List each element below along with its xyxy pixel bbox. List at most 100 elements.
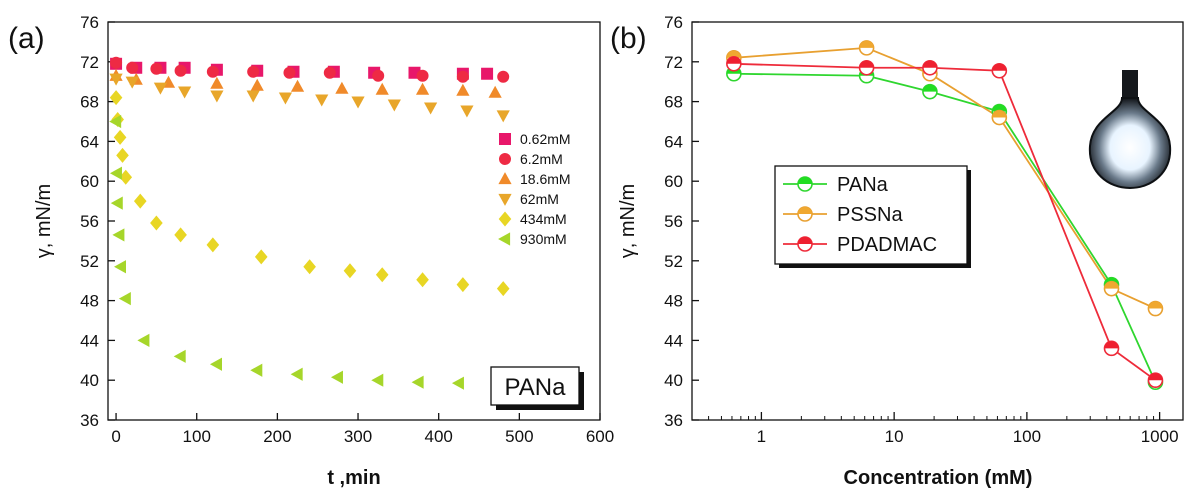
data-point: [112, 228, 125, 242]
data-point: [456, 83, 470, 96]
data-point: [109, 166, 122, 180]
x-tick-label: 300: [344, 427, 372, 446]
y-tick-label: 44: [80, 331, 99, 350]
data-point: [247, 65, 260, 78]
data-point: [424, 102, 438, 115]
data-point: [290, 79, 305, 92]
panel-b: (b) Concentration (mM) γ, mN/m 1 10 100 100…: [610, 13, 1184, 489]
data-point: [416, 69, 429, 82]
legend-label: PSSNa: [837, 204, 903, 226]
series-line: [733, 72, 1157, 383]
data-point: [110, 56, 123, 69]
panel-a-data-marks: [109, 56, 510, 390]
data-point: [375, 267, 389, 283]
data-point: [456, 277, 470, 293]
y-tick-label: 48: [664, 292, 683, 311]
y-tick-label: 72: [80, 53, 99, 72]
y-tick-label: 44: [664, 331, 683, 350]
data-point: [1103, 280, 1120, 297]
data-point: [137, 333, 150, 347]
y-tick-label: 76: [664, 13, 683, 32]
data-point: [114, 260, 127, 274]
x-tick-label: 0: [111, 427, 120, 446]
marker-fill: [798, 177, 812, 184]
panel-b-axis-ticks: 1 10 100 1000 36 40 44 48 52 56 60 64 68 72 76: [664, 13, 1178, 446]
data-point: [323, 66, 336, 79]
y-tick-label: 48: [80, 292, 99, 311]
data-point: [133, 193, 147, 209]
y-tick-label: 72: [664, 53, 683, 72]
y-tick-label: 40: [80, 371, 99, 390]
data-point: [858, 59, 875, 76]
data-point: [858, 40, 875, 56]
y-tick-label: 64: [80, 132, 99, 151]
data-point: [278, 92, 293, 105]
y-tick-label: 60: [80, 172, 99, 191]
x-tick-label: 600: [586, 427, 614, 446]
data-point: [283, 66, 296, 79]
panel-a-inset-frame: [490, 366, 580, 406]
data-point: [415, 82, 430, 95]
drop-body: [1088, 97, 1172, 190]
data-point: [254, 249, 268, 265]
data-point: [150, 62, 163, 75]
y-tick-label: 36: [80, 411, 99, 430]
y-tick-label: 52: [80, 252, 99, 271]
panel-a-inset-label-box: PANa: [490, 366, 584, 410]
data-point: [1147, 372, 1164, 389]
data-point: [153, 82, 168, 95]
y-tick-label: 68: [664, 93, 683, 112]
data-point: [315, 94, 329, 107]
data-point: [178, 86, 192, 99]
panel-a-axis-ticks: 0 100 200 300 400 500 600 36 40 44 48 52 56 60 64 68 72 7…: [80, 13, 614, 446]
data-point: [209, 357, 222, 371]
x-tick-label: 100: [183, 427, 211, 446]
drop-needle: [1122, 70, 1138, 104]
panel-b-data-marks: [726, 40, 1164, 390]
data-point: [210, 76, 224, 89]
data-point: [110, 196, 123, 210]
marker-fill: [859, 40, 874, 48]
panel-b-legend: PANa PSSNa PDADMAC: [774, 165, 971, 268]
data-point: [174, 227, 187, 243]
data-point: [250, 363, 263, 377]
legend-marker: [498, 172, 512, 185]
legend-label: 434mM: [520, 211, 567, 227]
panel-a-xlabel: t ,min: [327, 467, 380, 489]
data-point: [206, 65, 219, 78]
panel-a-label: (a): [8, 22, 45, 55]
legend-label: 0.62mM: [520, 131, 571, 147]
data-point: [118, 292, 131, 306]
data-point: [109, 90, 123, 106]
legend-label: PDADMAC: [837, 234, 937, 256]
data-point: [496, 281, 510, 297]
legend-label: PANa: [837, 174, 889, 196]
legend-label: 930mM: [520, 231, 567, 247]
panel-b-xlabel: Concentration (mM): [844, 467, 1033, 489]
legend-marker: [797, 236, 813, 252]
x-tick-label: 200: [263, 427, 291, 446]
data-point: [481, 67, 494, 80]
legend-marker: [797, 176, 813, 192]
x-tick-label: 100: [1013, 427, 1041, 446]
data-point: [411, 375, 424, 389]
legend-marker: [498, 211, 512, 227]
panel-a-ylabel: γ, mN/m: [33, 184, 55, 258]
legend-marker: [498, 193, 512, 206]
y-tick-label: 56: [664, 212, 683, 231]
marker-fill: [798, 207, 812, 214]
y-tick-label: 76: [80, 13, 99, 32]
data-point: [126, 61, 139, 74]
panel-b-series-lines: [733, 46, 1157, 383]
legend-label: 18.6mM: [520, 171, 571, 187]
x-tick-label: 400: [425, 427, 453, 446]
data-point: [488, 85, 502, 98]
pendant-drop-illustration: [1088, 70, 1172, 190]
data-point: [922, 83, 938, 100]
data-point: [1147, 300, 1164, 317]
data-point: [125, 76, 139, 89]
data-point: [991, 62, 1008, 79]
data-point: [290, 367, 303, 381]
data-point: [330, 370, 343, 384]
panel-b-ylabel: γ, mN/m: [617, 184, 639, 258]
